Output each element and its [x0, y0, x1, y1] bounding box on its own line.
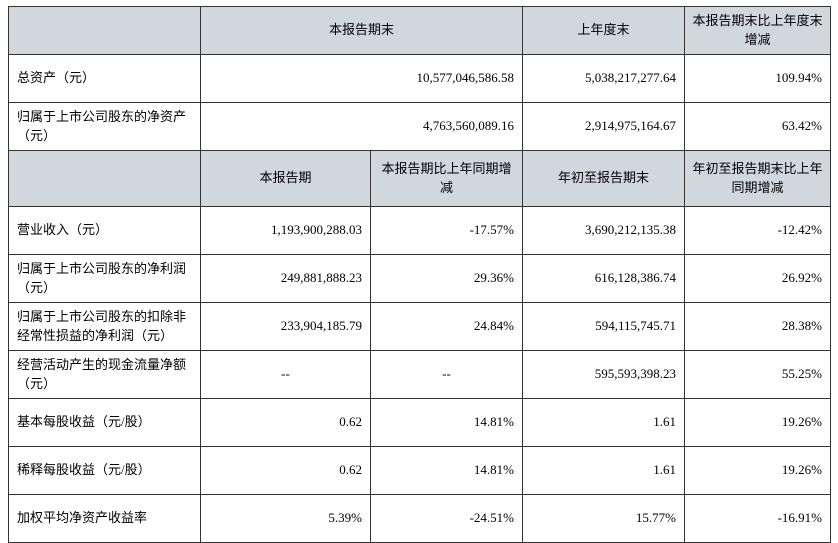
table-row: 基本每股收益（元/股） 0.62 14.81% 1.61 19.26% [9, 399, 831, 447]
col-header-change-a: 本报告期末比上年度末增减 [685, 7, 831, 55]
cell-value: 28.38% [685, 303, 831, 351]
col-header-prev-year-end: 上年度末 [523, 7, 685, 55]
cell-value: 55.25% [685, 351, 831, 399]
col-header-ytd-yoy: 年初至报告期末比上年同期增减 [685, 151, 831, 207]
cell-value: 26.92% [685, 255, 831, 303]
financial-table: 本报告期末 上年度末 本报告期末比上年度末增减 总资产（元） 10,577,04… [8, 6, 831, 543]
cell-value: -12.42% [685, 207, 831, 255]
col-header-period-end: 本报告期末 [201, 7, 523, 55]
cell-value: 10,577,046,586.58 [201, 55, 523, 103]
cell-value: 5.39% [201, 495, 371, 543]
col-header-ytd: 年初至报告期末 [523, 151, 685, 207]
cell-value: -24.51% [371, 495, 523, 543]
table-row: 营业收入（元） 1,193,900,288.03 -17.57% 3,690,2… [9, 207, 831, 255]
cell-value: 2,914,975,164.67 [523, 103, 685, 151]
cell-value: 4,763,560,089.16 [201, 103, 523, 151]
cell-value: 0.62 [201, 399, 371, 447]
table-row: 经营活动产生的现金流量净额（元） -- -- 595,593,398.23 55… [9, 351, 831, 399]
table-row: 加权平均净资产收益率 5.39% -24.51% 15.77% -16.91% [9, 495, 831, 543]
cell-value: 594,115,745.71 [523, 303, 685, 351]
cell-value: 29.36% [371, 255, 523, 303]
cell-value: 15.77% [523, 495, 685, 543]
row-label: 总资产（元） [9, 55, 201, 103]
row-label: 稀释每股收益（元/股） [9, 447, 201, 495]
cell-value: 1.61 [523, 447, 685, 495]
table-row: 归属于上市公司股东的净资产（元） 4,763,560,089.16 2,914,… [9, 103, 831, 151]
cell-value: 233,904,185.79 [201, 303, 371, 351]
cell-value: 249,881,888.23 [201, 255, 371, 303]
table-row: 归属于上市公司股东的扣除非经常性损益的净利润（元） 233,904,185.79… [9, 303, 831, 351]
cell-value: 109.94% [685, 55, 831, 103]
cell-value: 63.42% [685, 103, 831, 151]
cell-value: 616,128,386.74 [523, 255, 685, 303]
financial-table-wrap: 本报告期末 上年度末 本报告期末比上年度末增减 总资产（元） 10,577,04… [0, 0, 838, 520]
cell-value: -16.91% [685, 495, 831, 543]
row-label: 归属于上市公司股东的净资产（元） [9, 103, 201, 151]
cell-value: 14.81% [371, 447, 523, 495]
section-b-header-row: 本报告期 本报告期比上年同期增减 年初至报告期末 年初至报告期末比上年同期增减 [9, 151, 831, 207]
cell-value: -- [201, 351, 371, 399]
table-row: 稀释每股收益（元/股） 0.62 14.81% 1.61 19.26% [9, 447, 831, 495]
table-row: 总资产（元） 10,577,046,586.58 5,038,217,277.6… [9, 55, 831, 103]
cell-value: 19.26% [685, 447, 831, 495]
row-label: 经营活动产生的现金流量净额（元） [9, 351, 201, 399]
row-label: 基本每股收益（元/股） [9, 399, 201, 447]
cell-value: 19.26% [685, 399, 831, 447]
table-row: 归属于上市公司股东的净利润（元） 249,881,888.23 29.36% 6… [9, 255, 831, 303]
row-label: 归属于上市公司股东的扣除非经常性损益的净利润（元） [9, 303, 201, 351]
cell-value: 595,593,398.23 [523, 351, 685, 399]
cell-value: 24.84% [371, 303, 523, 351]
section-a-header-row: 本报告期末 上年度末 本报告期末比上年度末增减 [9, 7, 831, 55]
cell-value: 3,690,212,135.38 [523, 207, 685, 255]
cell-value: 1.61 [523, 399, 685, 447]
col-header-yoy: 本报告期比上年同期增减 [371, 151, 523, 207]
cell-value: 1,193,900,288.03 [201, 207, 371, 255]
row-label: 归属于上市公司股东的净利润（元） [9, 255, 201, 303]
row-label: 加权平均净资产收益率 [9, 495, 201, 543]
cell-value: -17.57% [371, 207, 523, 255]
col-header-this-period: 本报告期 [201, 151, 371, 207]
cell-value: -- [371, 351, 523, 399]
cell-value: 0.62 [201, 447, 371, 495]
cell-value: 14.81% [371, 399, 523, 447]
cell-value: 5,038,217,277.64 [523, 55, 685, 103]
blank-header [9, 7, 201, 55]
blank-header [9, 151, 201, 207]
row-label: 营业收入（元） [9, 207, 201, 255]
